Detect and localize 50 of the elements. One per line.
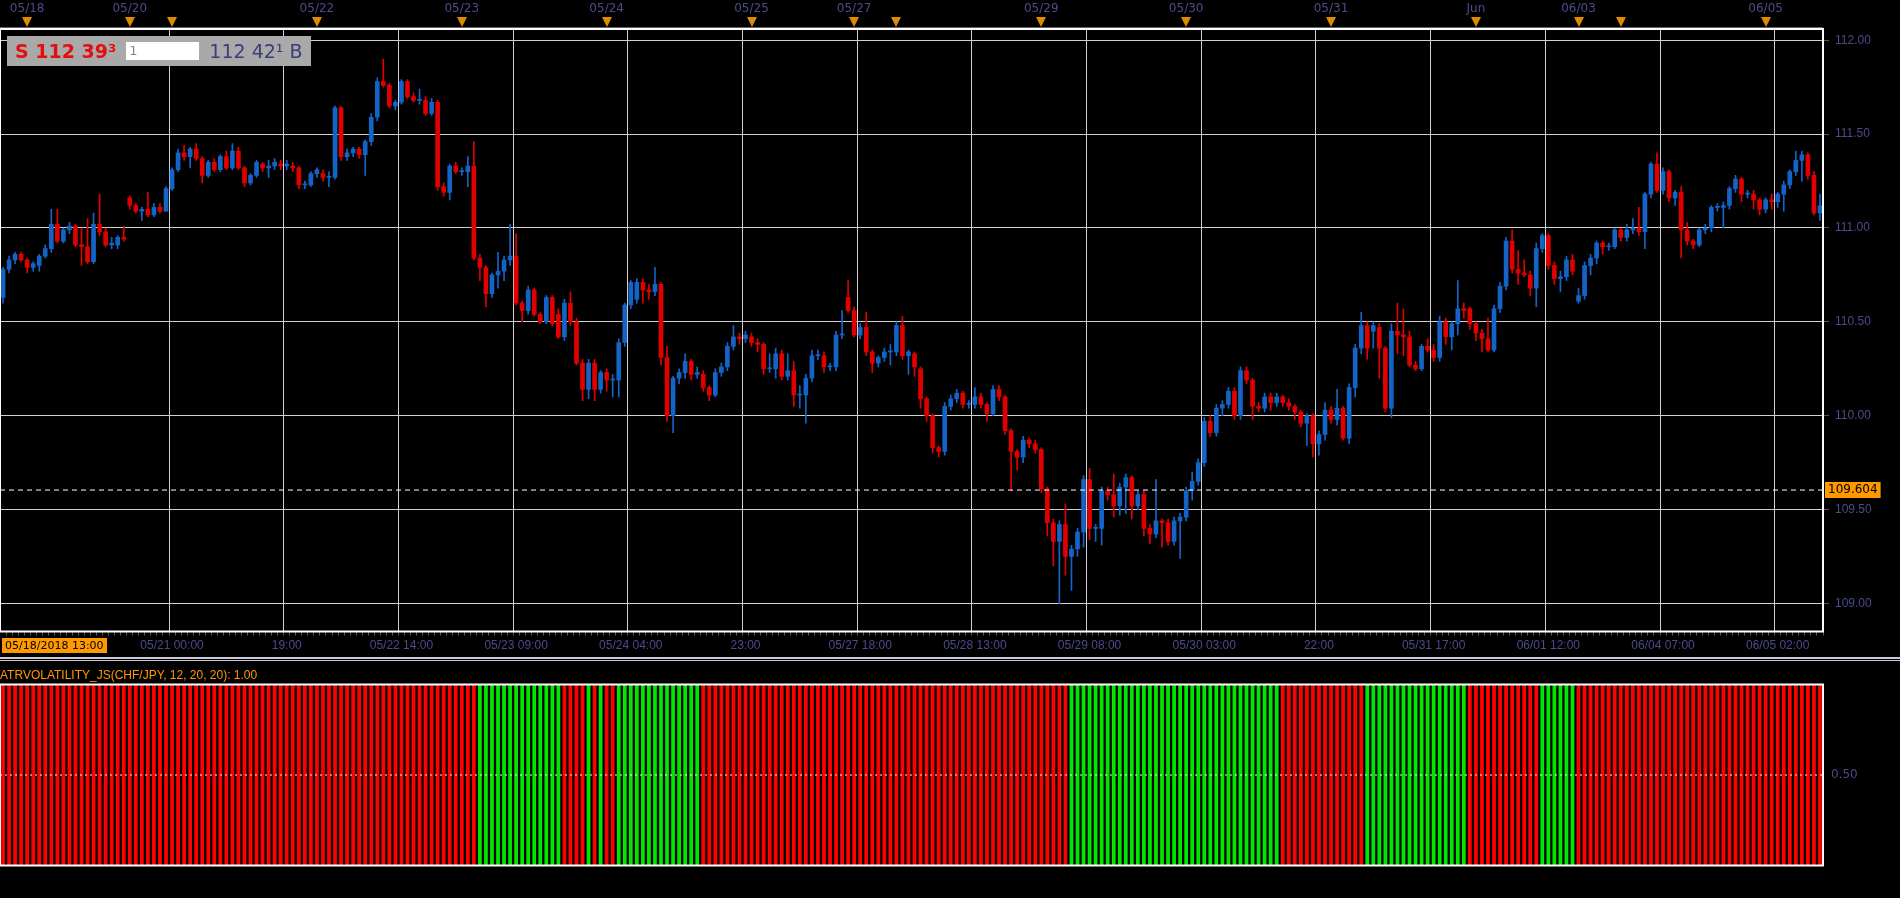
annotation: 1 (126, 42, 200, 60)
candlestick (815, 349, 821, 360)
text: 06/05 (1748, 1, 1783, 15)
y-tick-label: 109.50 (1835, 501, 1873, 516)
text: 05/30 (1168, 1, 1204, 15)
x-tick-label: 05/30 03:00 (1172, 638, 1237, 653)
annotation: S 112 39³ (15, 40, 117, 62)
text: 05/20 (112, 1, 148, 15)
candlestick (121, 225, 127, 242)
y-tick-label: 109.00 (1835, 595, 1873, 610)
x-tick-label: 23:00 (730, 638, 761, 653)
x-tick-label: 06/05 02:00 (1746, 638, 1810, 653)
candlestick (1461, 302, 1467, 319)
x-tick-label: 05/23 09:00 (484, 638, 549, 653)
y-tick-label: 110.00 (1835, 408, 1872, 423)
candlestick (966, 400, 972, 409)
text: 05/24 (589, 1, 624, 15)
text: 05/31 (1313, 1, 1349, 15)
x-tick-label: 05/27 18:00 (828, 638, 893, 653)
candlestick (694, 366, 700, 379)
text: 05/18 (9, 1, 45, 15)
quote-panel: S 112 39³ 1 112 42¹ B (7, 36, 311, 66)
y-tick-label: 111.00 (1835, 220, 1871, 235)
y-tick-label: 110.50 (1835, 314, 1872, 329)
x-tick-label: 05/31 17:00 (1401, 638, 1466, 653)
text: 05/25 (734, 1, 769, 15)
y-tick-label: 111.50 (1835, 126, 1871, 141)
candlestick (326, 171, 332, 188)
x-tick-label: 05/28 13:00 (943, 638, 1007, 653)
text: 05/27 (836, 1, 872, 15)
x-tick-label: 19:00 (271, 638, 303, 653)
ref-line-label: 0.50 (1831, 767, 1858, 782)
x-tick-label: 22:00 (1303, 638, 1335, 653)
text: 05/18/2018 13:00 (2, 637, 107, 653)
x-tick-label: 05/24 04:00 (599, 638, 663, 653)
text: Jun (1466, 1, 1486, 15)
text: 06/03 (1561, 1, 1596, 15)
x-tick-label: 05/21 00:00 (140, 638, 205, 653)
text: 05/22 (299, 1, 335, 15)
candlestick (1799, 150, 1805, 182)
text: 05/23 (444, 1, 480, 15)
x-tick-label: 05/29 08:00 (1057, 638, 1122, 653)
chart-title: ATRVOLATILITY_JS(CHF/JPY, 12, 20, 20): 1.00 (0, 667, 258, 682)
x-tick-label: 06/01 12:00 (1516, 638, 1581, 653)
x-tick-label: 05/22 14:00 (369, 638, 434, 653)
y-tick-label: 112.00 (1835, 32, 1872, 47)
x-tick-label: 06/04 07:00 (1631, 638, 1696, 653)
ref-line-label: 109.604 (1828, 482, 1878, 497)
annotation: 112 42¹ B (209, 40, 303, 62)
text: 05/29 (1023, 1, 1059, 15)
